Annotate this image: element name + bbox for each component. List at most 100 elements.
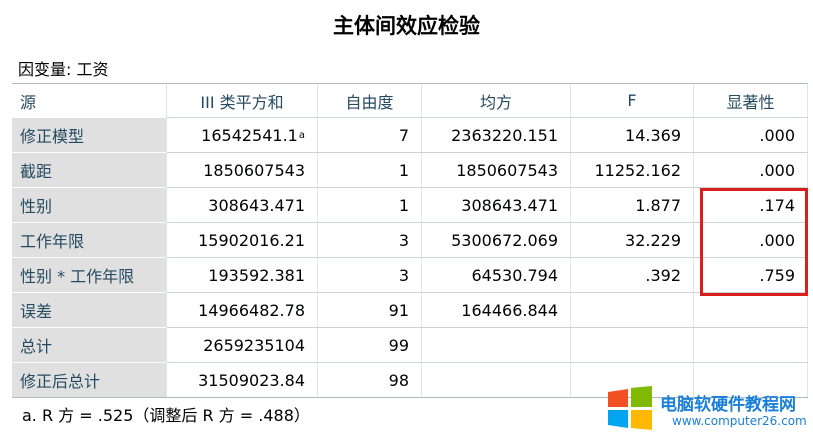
- row-label: 截距: [12, 152, 167, 187]
- data-cell: [694, 362, 808, 397]
- cell-value: 2363220.151: [451, 125, 558, 145]
- row-label-text: 截距: [20, 162, 53, 181]
- footnote-marker: a: [298, 129, 305, 141]
- data-cell: [571, 327, 694, 362]
- row-label-text: 误差: [20, 302, 53, 321]
- cell-value: 31509023.84: [198, 370, 305, 390]
- data-cell: [571, 292, 694, 327]
- header-text: F: [627, 91, 637, 110]
- data-cell: .000: [694, 152, 808, 187]
- data-cell: 98: [318, 362, 422, 397]
- header-text: III 类平方和: [200, 92, 284, 112]
- data-cell: 1: [318, 152, 422, 187]
- data-cell: 7: [318, 117, 422, 152]
- cell-value: 91: [388, 300, 409, 320]
- data-cell: 14.369: [571, 117, 694, 152]
- data-cell: [694, 327, 808, 362]
- data-cell: .392: [571, 257, 694, 292]
- data-cell: 16542541.1 a: [167, 117, 318, 152]
- cell-value: 14966482.78: [198, 300, 305, 320]
- logo: [608, 386, 652, 430]
- title: 主体间效应检验: [333, 14, 480, 38]
- data-cell: 1: [318, 187, 422, 222]
- row-label-text: 总计: [20, 337, 53, 356]
- data-cell: 99: [318, 327, 422, 362]
- cell-value: 99: [388, 335, 409, 355]
- footnote: a. R 方 = .525（调整后 R 方 = .488）: [22, 406, 310, 425]
- data-cell: 308643.471: [422, 187, 571, 222]
- data-cell: 164466.844: [422, 292, 571, 327]
- header-text: 均方: [479, 92, 512, 112]
- column-header: III 类平方和: [167, 83, 318, 117]
- row-label-text: 性别: [20, 197, 53, 216]
- cell-value: 11252.162: [594, 160, 681, 180]
- cell-value: 14.369: [625, 125, 681, 145]
- data-cell: 3: [318, 222, 422, 257]
- data-cell: 1850607543: [422, 152, 571, 187]
- data-cell: 64530.794: [422, 257, 571, 292]
- cell-value: .000: [759, 160, 795, 180]
- row-label: 总计: [12, 327, 167, 362]
- cell-value: 308643.471: [208, 195, 305, 215]
- cell-value: 5300672.069: [451, 230, 558, 250]
- column-header: 源: [12, 83, 167, 117]
- data-cell: [422, 327, 571, 362]
- highlight-box: [700, 188, 808, 296]
- cell-value: 1: [398, 195, 409, 215]
- cell-value: 7: [398, 125, 409, 145]
- column-header: 显著性: [694, 83, 808, 117]
- data-cell: [694, 292, 808, 327]
- data-cell: 5300672.069: [422, 222, 571, 257]
- cell-value: 1: [398, 160, 409, 180]
- row-label-text: 修正后总计: [20, 372, 101, 391]
- cell-value: 1850607543: [456, 160, 558, 180]
- column-header: 自由度: [318, 83, 422, 117]
- data-cell: 14966482.78: [167, 292, 318, 327]
- row-label: 修正后总计: [12, 362, 167, 397]
- watermark-text: 电脑软硬件教程网: [660, 395, 796, 415]
- data-cell: 193592.381: [167, 257, 318, 292]
- dependent-variable: 因变量: 工资: [18, 60, 109, 79]
- cell-value: 64530.794: [471, 265, 558, 285]
- column-header: F: [571, 83, 694, 117]
- cell-value: 16542541.1: [201, 125, 298, 145]
- cell-value: 308643.471: [461, 195, 558, 215]
- header-text: 显著性: [726, 92, 775, 112]
- cell-value: 193592.381: [208, 265, 305, 285]
- cell-value: .000: [759, 230, 795, 250]
- row-label: 修正模型: [12, 117, 167, 152]
- table-bottom-line: [12, 397, 808, 398]
- data-cell: 308643.471: [167, 187, 318, 222]
- data-cell: 31509023.84: [167, 362, 318, 397]
- row-label: 工作年限: [12, 222, 167, 257]
- cell-value: .000: [759, 125, 795, 145]
- data-cell: 2363220.151: [422, 117, 571, 152]
- cell-value: 32.229: [625, 230, 681, 250]
- data-cell: 32.229: [571, 222, 694, 257]
- cell-value: 2659235104: [203, 335, 305, 355]
- data-cell: 11252.162: [571, 152, 694, 187]
- data-cell: .000: [694, 117, 808, 152]
- cell-value: 98: [388, 370, 409, 390]
- cell-value: 3: [398, 265, 409, 285]
- data-cell: [571, 362, 694, 397]
- column-header: 均方: [422, 83, 571, 117]
- header-text: 自由度: [345, 92, 394, 112]
- data-cell: 1850607543: [167, 152, 318, 187]
- watermark-url: www.computer26.com: [672, 414, 807, 428]
- cell-value: 1.877: [635, 195, 681, 215]
- row-label-text: 性别 * 工作年限: [20, 267, 135, 286]
- data-cell: 3: [318, 257, 422, 292]
- cell-value: 164466.844: [461, 300, 558, 320]
- row-label-text: 工作年限: [20, 232, 85, 251]
- cell-value: 1850607543: [203, 160, 305, 180]
- data-cell: 2659235104: [167, 327, 318, 362]
- data-cell: 15902016.21: [167, 222, 318, 257]
- row-label: 性别 * 工作年限: [12, 257, 167, 292]
- data-cell: [422, 362, 571, 397]
- row-label: 误差: [12, 292, 167, 327]
- cell-value: 3: [398, 230, 409, 250]
- data-cell: 91: [318, 292, 422, 327]
- cell-value: .759: [759, 265, 795, 285]
